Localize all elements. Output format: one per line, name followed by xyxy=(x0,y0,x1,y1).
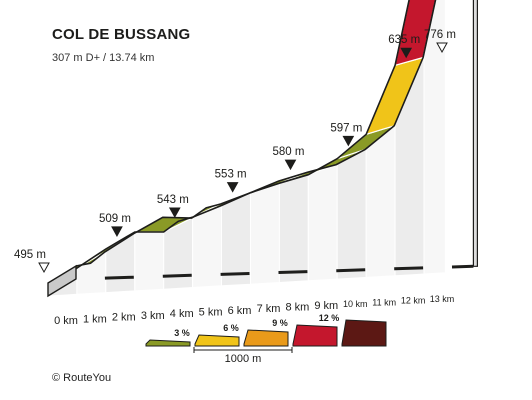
km-scale-bar xyxy=(451,264,474,269)
elevation-marker-triangle xyxy=(168,207,181,219)
legend-grade-label: 12 % xyxy=(319,313,340,323)
km-scale-bar xyxy=(278,270,308,274)
legend-grade-label: 9 % xyxy=(272,318,288,328)
km-tick-label: 9 km xyxy=(314,300,338,312)
elevation-marker-label: 597 m xyxy=(330,122,362,134)
km-scale-bar xyxy=(104,275,134,280)
km-scale-bar xyxy=(394,266,424,271)
profile-edges xyxy=(47,0,479,298)
copyright-text: © RouteYou xyxy=(52,372,112,384)
profile-front-edge xyxy=(47,0,410,284)
profile-side-face xyxy=(221,191,251,287)
elevation-marker-triangle xyxy=(111,226,123,237)
profile-end-face xyxy=(472,0,479,267)
elevation-markers: 495 m 509 m 543 m 553 m 580 m 597 m 635 m 776 m xyxy=(14,29,456,274)
km-tick-label: 2 km xyxy=(112,312,136,324)
elevation-marker-label: 776 m xyxy=(424,29,456,41)
elevation-marker-triangle xyxy=(226,182,239,193)
profile-side-face xyxy=(76,248,107,295)
profile-side-face xyxy=(307,157,338,282)
km-scale-bar xyxy=(220,272,250,276)
elevation-marker-label: 580 m xyxy=(273,146,305,158)
elevation-marker-triangle xyxy=(342,135,355,147)
elevation-marker-triangle xyxy=(284,159,297,171)
elevation-marker-label: 509 m xyxy=(99,213,131,225)
profile-side-face xyxy=(134,231,165,292)
legend-grade-swatch xyxy=(145,339,191,347)
elevation-marker-triangle xyxy=(38,262,50,274)
legend-grade-swatch xyxy=(194,334,240,347)
profile-back-edge xyxy=(75,0,437,267)
legend-grade-swatch xyxy=(243,329,289,347)
km-tick-label: 5 km xyxy=(199,307,223,319)
elevation-marker-triangle xyxy=(436,42,448,54)
elevation-marker-label: 635 m xyxy=(388,34,420,46)
km-tick-label: 12 km xyxy=(401,296,426,306)
km-tick-label: 4 km xyxy=(170,308,194,320)
km-tick-label: 7 km xyxy=(257,303,281,315)
profile-side-faces xyxy=(47,0,446,297)
km-tick-label: 6 km xyxy=(228,305,252,317)
legend-grade-swatch xyxy=(341,319,387,347)
legend-scale-label: 1000 m xyxy=(225,353,262,365)
km-tick-label: 0 km xyxy=(54,315,78,327)
profile-side-face xyxy=(250,182,280,285)
km-tick-label: 11 km xyxy=(372,297,396,307)
profile-start-face xyxy=(47,264,77,298)
chart-title: COL DE BUSSANG xyxy=(52,26,191,43)
km-tick-label: 3 km xyxy=(141,310,165,322)
elevation-marker-label: 553 m xyxy=(215,169,247,181)
km-tick-label: 8 km xyxy=(285,302,309,314)
profile-side-face xyxy=(192,204,222,289)
profile-side-face xyxy=(278,174,309,284)
elevation-marker-label: 543 m xyxy=(157,194,189,206)
legend-grade-swatch xyxy=(292,324,338,347)
km-scale-bar xyxy=(336,268,366,273)
elevation-marker-label: 495 m xyxy=(14,249,46,261)
legend-grade-label: 3 % xyxy=(174,328,190,338)
legend-grade-label: 6 % xyxy=(223,323,239,333)
km-scale-bar xyxy=(162,273,192,278)
elevation-marker-triangle xyxy=(400,47,413,59)
profile-side-face xyxy=(423,0,446,275)
chart-subtitle: 307 m D+ / 13.74 km xyxy=(52,52,155,64)
km-tick-label: 13 km xyxy=(430,294,455,304)
grade-legend: 3 % 6 % 9 % 12 % 1000 m xyxy=(145,313,387,365)
km-tick-label: 10 km xyxy=(343,299,368,309)
km-tick-label: 1 km xyxy=(83,313,107,325)
km-tick-labels: 0 km 1 km 2 km 3 km 4 km 5 km 6 km 7 km 8 km 9 km… xyxy=(54,294,454,327)
